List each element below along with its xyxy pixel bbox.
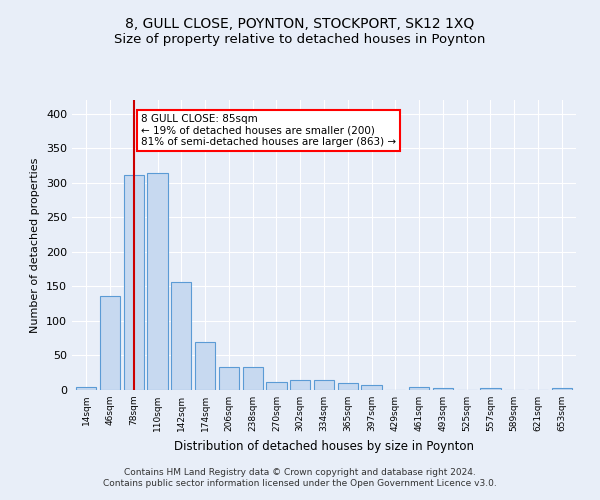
Bar <box>195 342 215 390</box>
Bar <box>219 367 239 390</box>
Bar <box>433 388 453 390</box>
X-axis label: Distribution of detached houses by size in Poynton: Distribution of detached houses by size … <box>174 440 474 452</box>
Bar <box>338 383 358 390</box>
Bar <box>290 380 310 390</box>
Bar <box>242 367 263 390</box>
Text: Size of property relative to detached houses in Poynton: Size of property relative to detached ho… <box>115 32 485 46</box>
Bar <box>266 382 287 390</box>
Bar <box>100 296 120 390</box>
Bar <box>481 388 500 390</box>
Bar <box>551 388 572 390</box>
Y-axis label: Number of detached properties: Number of detached properties <box>31 158 40 332</box>
Bar <box>148 172 167 390</box>
Text: 8, GULL CLOSE, POYNTON, STOCKPORT, SK12 1XQ: 8, GULL CLOSE, POYNTON, STOCKPORT, SK12 … <box>125 18 475 32</box>
Text: Contains HM Land Registry data © Crown copyright and database right 2024.
Contai: Contains HM Land Registry data © Crown c… <box>103 468 497 487</box>
Bar <box>409 387 429 390</box>
Bar <box>124 174 144 390</box>
Text: 8 GULL CLOSE: 85sqm
← 19% of detached houses are smaller (200)
81% of semi-detac: 8 GULL CLOSE: 85sqm ← 19% of detached ho… <box>141 114 396 147</box>
Bar <box>171 282 191 390</box>
Bar <box>76 387 97 390</box>
Bar <box>314 380 334 390</box>
Bar <box>361 385 382 390</box>
